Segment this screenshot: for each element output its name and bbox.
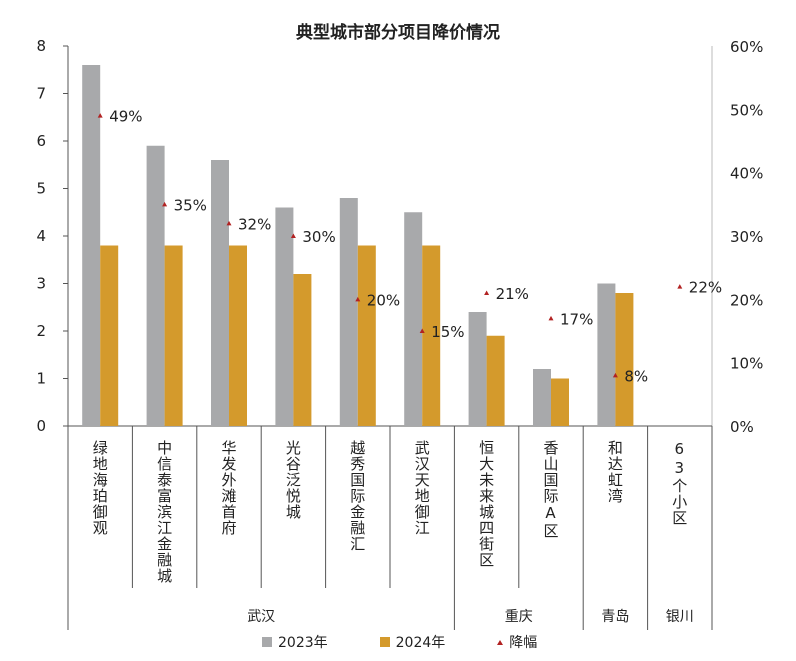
- decline-label: 30%: [302, 228, 335, 246]
- y-tick-label: 4: [36, 227, 46, 245]
- legend-label-2024: 2024年: [395, 635, 446, 651]
- decline-marker: [97, 113, 103, 118]
- category-label: 中信泰富滨江金融城: [155, 440, 174, 584]
- legend: 2023年 2024年 降幅: [262, 632, 537, 652]
- legend-marker-decline: [497, 639, 504, 645]
- group-label: 武汉: [247, 609, 276, 625]
- decline-label: 20%: [367, 291, 400, 309]
- bar-2024: [486, 335, 505, 426]
- y-tick-label: 1: [36, 370, 46, 388]
- bar-2023: [533, 369, 551, 426]
- category-label: 武汉天地御江: [412, 440, 431, 536]
- category-label: 香山国际A区: [541, 440, 560, 539]
- bar-2023: [468, 312, 487, 426]
- bar-2024: [164, 245, 183, 426]
- decline-label: 22%: [689, 279, 722, 297]
- category-label: 绿地海珀御观: [90, 440, 109, 536]
- bar-2024: [229, 245, 247, 426]
- bar-2023: [404, 212, 423, 426]
- y-tick-label: 8: [36, 37, 46, 55]
- bar-2024: [100, 245, 119, 426]
- bar-2023: [146, 145, 165, 426]
- bar-2024: [422, 245, 441, 426]
- decline-marker: [484, 290, 490, 295]
- decline-marker: [677, 284, 683, 289]
- bar-2024: [293, 274, 312, 426]
- decline-marker: [612, 372, 618, 378]
- decline-label: 32%: [238, 215, 271, 233]
- y2-tick-label: 50%: [730, 101, 763, 119]
- decline-label: 15%: [431, 323, 464, 341]
- bar-2023: [211, 160, 229, 426]
- bar-2023: [339, 198, 358, 426]
- decline-marker: [355, 296, 361, 302]
- y-tick-label: 2: [36, 322, 46, 340]
- y-tick-label: 5: [36, 180, 46, 198]
- y-tick-label: 6: [36, 132, 46, 150]
- chart-title: 典型城市部分项目降价情况: [296, 23, 500, 43]
- y-tick-label: 0: [36, 417, 46, 435]
- y-tick-label: 7: [36, 85, 46, 103]
- y2-tick-label: 60%: [730, 38, 763, 56]
- bar-2023: [82, 65, 101, 426]
- group-label: 青岛: [601, 609, 630, 625]
- decline-marker: [419, 328, 425, 333]
- legend-label-2023: 2023年: [278, 635, 328, 651]
- category-label: 恒大未来城四街区: [477, 440, 496, 568]
- legend-swatch-2023: [262, 637, 272, 647]
- category-label: 和达虹湾: [605, 440, 624, 504]
- category-label: 光谷泛悦城: [283, 440, 302, 520]
- category-label: 越秀国际金融汇: [348, 440, 367, 552]
- bar-2023: [597, 283, 616, 426]
- group-label: 重庆: [504, 609, 533, 625]
- group-label: 银川: [665, 609, 694, 625]
- y2-tick-label: 40%: [730, 165, 763, 183]
- y2-tick-label: 10%: [730, 355, 763, 373]
- decline-marker: [548, 315, 554, 321]
- y2-tick-label: 30%: [730, 228, 763, 246]
- y-tick-label: 3: [36, 275, 46, 293]
- category-label: 华发外滩首府: [219, 440, 238, 536]
- legend-swatch-2024: [379, 637, 390, 647]
- category-label: 63个小区: [670, 440, 689, 526]
- decline-marker: [162, 201, 168, 207]
- legend-label-decline: 降幅: [509, 635, 538, 651]
- y2-tick-label: 20%: [730, 291, 763, 309]
- decline-marker: [226, 220, 232, 226]
- decline-label: 17%: [560, 310, 593, 328]
- y2-tick-label: 0%: [730, 418, 754, 436]
- decline-label: 8%: [624, 367, 648, 385]
- decline-label: 35%: [174, 196, 207, 214]
- bar-2024: [551, 378, 569, 426]
- bar-2024: [357, 245, 376, 426]
- decline-label: 49%: [109, 108, 142, 126]
- bar-2023: [275, 207, 294, 426]
- decline-label: 21%: [496, 285, 529, 303]
- bar-2024: [615, 293, 634, 426]
- decline-marker: [290, 233, 296, 238]
